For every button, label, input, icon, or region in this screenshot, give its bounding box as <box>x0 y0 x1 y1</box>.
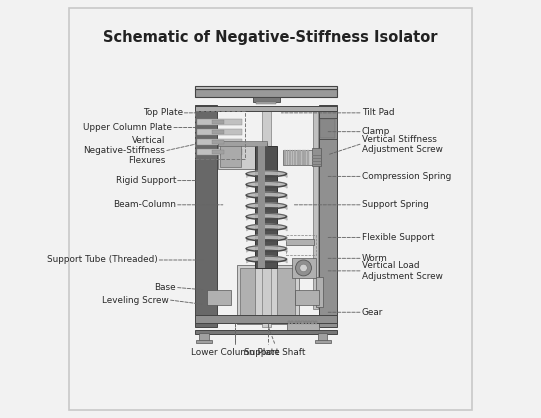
Bar <box>218 141 267 146</box>
Text: Upper Column Plate: Upper Column Plate <box>83 123 172 132</box>
Bar <box>305 321 307 324</box>
Text: Schematic of Negative-Stiffness Isolator: Schematic of Negative-Stiffness Isolator <box>103 30 438 45</box>
Bar <box>295 290 319 305</box>
Text: Support Tube (Threaded): Support Tube (Threaded) <box>47 255 157 265</box>
Bar <box>195 315 338 323</box>
Bar <box>320 119 335 138</box>
Bar <box>298 321 300 324</box>
Bar <box>305 150 306 165</box>
Text: Vertical Load
Adjustment Screw: Vertical Load Adjustment Screw <box>361 261 443 280</box>
Text: Beam-Column: Beam-Column <box>113 200 176 209</box>
Bar <box>218 143 267 169</box>
Bar <box>289 150 291 165</box>
Bar <box>294 150 296 165</box>
Bar <box>312 155 321 156</box>
Text: Vertical Stiffness
Adjustment Screw: Vertical Stiffness Adjustment Screw <box>361 135 443 154</box>
Text: Support Spring: Support Spring <box>361 200 428 209</box>
Bar <box>292 321 293 324</box>
Bar <box>197 129 242 135</box>
Bar <box>197 139 242 145</box>
Bar <box>312 321 314 324</box>
Bar <box>307 150 308 165</box>
Bar <box>312 148 321 166</box>
Bar <box>295 321 297 324</box>
Bar <box>212 150 223 154</box>
Text: Support Shaft: Support Shaft <box>244 348 306 357</box>
Bar <box>195 111 246 159</box>
Bar <box>312 158 321 159</box>
Text: Compression Spring: Compression Spring <box>361 172 451 181</box>
Bar <box>312 164 321 165</box>
Bar <box>262 110 271 327</box>
Bar <box>312 161 321 162</box>
Text: Top Plate: Top Plate <box>143 108 183 117</box>
Text: Tilt Pad: Tilt Pad <box>361 108 394 117</box>
Bar <box>286 235 315 255</box>
Bar <box>302 150 304 165</box>
Bar <box>240 268 255 322</box>
Text: Clamp: Clamp <box>361 127 390 136</box>
Bar <box>212 120 223 124</box>
Bar <box>292 258 316 278</box>
Bar <box>200 333 209 341</box>
Text: Lower Column Plate: Lower Column Plate <box>190 348 279 357</box>
Circle shape <box>300 264 307 272</box>
Bar <box>315 321 317 324</box>
Bar <box>287 323 319 334</box>
Text: Leveling Screw: Leveling Screw <box>102 296 169 305</box>
Bar <box>197 119 242 125</box>
Bar <box>319 118 337 139</box>
Text: Rigid Support: Rigid Support <box>116 176 176 185</box>
Bar <box>315 340 331 343</box>
Bar <box>313 111 318 309</box>
Bar <box>237 265 299 324</box>
Bar <box>212 130 223 134</box>
Bar <box>220 145 241 167</box>
Circle shape <box>295 260 312 276</box>
Bar <box>283 150 313 165</box>
Bar <box>318 333 327 341</box>
Text: Base: Base <box>154 283 176 292</box>
Bar <box>299 150 301 165</box>
Text: Gear: Gear <box>361 308 383 317</box>
Bar <box>195 330 338 334</box>
Bar <box>256 102 276 104</box>
Bar <box>197 149 242 155</box>
Bar <box>253 97 280 102</box>
Bar <box>255 146 277 268</box>
Bar <box>212 140 223 144</box>
Bar <box>316 277 323 307</box>
Bar <box>301 321 304 324</box>
Bar <box>286 239 314 245</box>
Text: Flexible Support: Flexible Support <box>361 233 434 242</box>
Bar <box>195 106 338 111</box>
Bar <box>258 146 265 268</box>
Bar <box>292 150 293 165</box>
Bar <box>319 105 338 327</box>
Bar <box>195 86 338 89</box>
Bar <box>195 89 338 97</box>
Bar <box>277 268 295 322</box>
Bar <box>207 290 231 305</box>
Bar <box>288 321 290 324</box>
Bar <box>287 150 288 165</box>
Bar <box>297 150 299 165</box>
Bar <box>284 150 286 165</box>
Text: Vertical
Negative-Stiffness
Flexures: Vertical Negative-Stiffness Flexures <box>83 135 165 166</box>
Text: Worm: Worm <box>361 254 387 263</box>
Bar <box>308 321 310 324</box>
Bar <box>196 340 212 343</box>
Bar <box>195 105 217 327</box>
